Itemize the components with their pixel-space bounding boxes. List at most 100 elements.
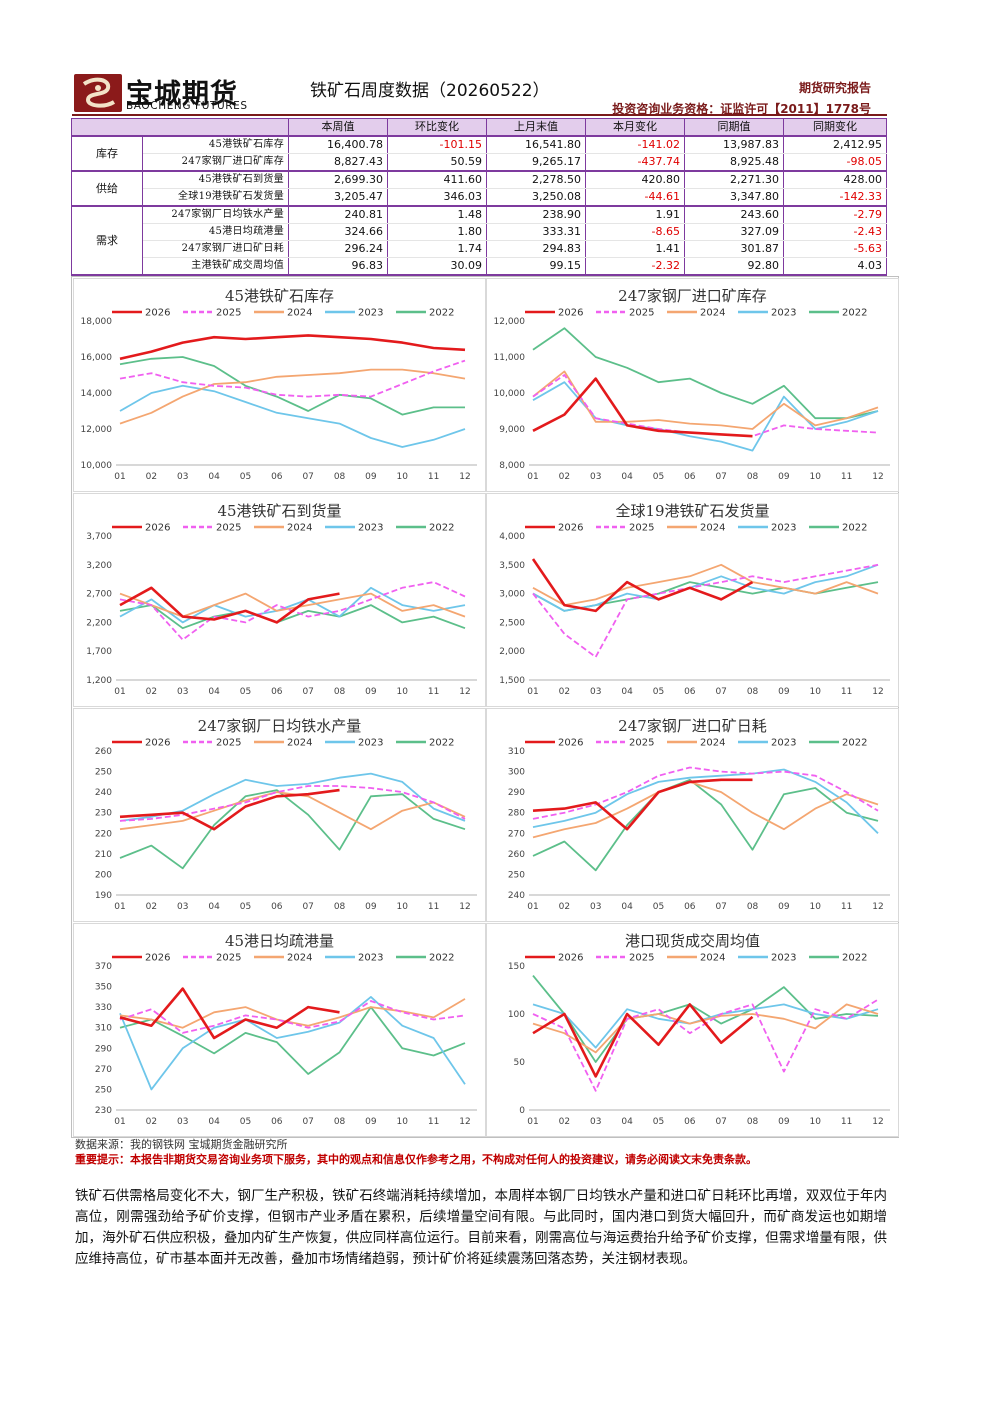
y-tick-label: 310 <box>508 747 525 757</box>
table-row-label: 全球19港铁矿石发货量 <box>142 188 289 207</box>
x-tick-label: 10 <box>810 1117 822 1127</box>
y-tick-label: 310 <box>95 1024 112 1034</box>
x-tick-label: 04 <box>208 902 220 912</box>
y-tick-label: 3,500 <box>499 561 525 571</box>
table-row: 库存 45港铁矿石库存 16,400.78 -101.15 16,541.80 -141.… <box>71 135 887 172</box>
series-line-2023 <box>532 768 879 834</box>
chart-title: 45港日均疏港量 <box>224 932 335 950</box>
table-header-cell: 同期变化 <box>783 118 887 137</box>
table-row-label: 247家钢厂日均铁水产量 <box>142 205 289 224</box>
chart-title: 247家钢厂日均铁水产量 <box>197 717 362 735</box>
table-group-label: 库存 <box>71 135 143 172</box>
table-cell: 1.41 <box>585 240 685 258</box>
legend-label: 2026 <box>145 308 170 319</box>
series-line-2024 <box>119 791 466 831</box>
series-line-2023 <box>532 563 879 612</box>
table-cell: 411.60 <box>387 170 487 189</box>
table-cell: 1.74 <box>387 240 487 258</box>
y-tick-label: 50 <box>514 1058 526 1068</box>
x-tick-label: 03 <box>177 1117 188 1127</box>
table-cell: 30.09 <box>387 257 487 276</box>
x-tick-label: 04 <box>621 1117 633 1127</box>
chart-plot: 1,200 1,700 2,200 2,700 3,200 3,700 01 02 03 04 05… <box>86 523 477 697</box>
x-tick-label: 02 <box>559 687 570 697</box>
legend-label: 2023 <box>358 953 383 964</box>
series-line-2023 <box>532 1003 879 1049</box>
legend-label: 2026 <box>145 738 170 749</box>
x-tick-label: 08 <box>747 902 759 912</box>
x-tick-label: 07 <box>715 472 726 482</box>
x-tick-label: 12 <box>459 687 470 697</box>
y-tick-label: 100 <box>508 1010 525 1020</box>
x-tick-label: 11 <box>841 1117 852 1127</box>
x-tick-label: 06 <box>684 472 696 482</box>
x-tick-label: 10 <box>397 472 409 482</box>
x-tick-label: 07 <box>715 1117 726 1127</box>
table-cell: 4.03 <box>783 257 887 276</box>
chart-plot: 230 250 270 290 310 330 350 370 01 02 03 04 05 06 07 08… <box>95 953 477 1127</box>
chart-panel: 45港日均疏港量 230 250 270 290 310 330 350 370 01 02 03 04… <box>73 923 486 1137</box>
table-cell: 2,278.50 <box>486 170 586 189</box>
table-cell: -2.43 <box>783 223 887 241</box>
legend-label: 2024 <box>287 738 312 749</box>
x-tick-label: 04 <box>208 687 220 697</box>
x-tick-label: 06 <box>684 1117 696 1127</box>
x-tick-label: 01 <box>527 472 538 482</box>
x-tick-label: 08 <box>747 1117 759 1127</box>
legend-label: 2022 <box>429 308 454 319</box>
x-tick-label: 02 <box>559 902 570 912</box>
legend-label: 2026 <box>558 523 583 534</box>
y-tick-label: 350 <box>95 983 112 993</box>
logo-text-cn: 宝城期货 <box>126 79 238 110</box>
legend-label: 2026 <box>558 308 583 319</box>
table-cell: 3,205.47 <box>288 188 388 207</box>
chart-panel: 全球19港铁矿石发货量 1,500 2,000 2,500 3,000 3,500 4,00… <box>486 493 899 707</box>
y-tick-label: 9,000 <box>499 425 525 435</box>
x-tick-label: 02 <box>559 1117 570 1127</box>
x-tick-label: 04 <box>208 472 220 482</box>
y-tick-label: 260 <box>95 747 112 757</box>
table-cell: 8,925.48 <box>684 153 784 172</box>
series-line-2024 <box>119 998 466 1029</box>
table-header-cell: 本周值 <box>288 118 388 137</box>
x-tick-label: 07 <box>302 687 313 697</box>
legend-label: 2025 <box>216 953 241 964</box>
table-cell: 2,271.30 <box>684 170 784 189</box>
table-cell: 238.90 <box>486 205 586 224</box>
y-tick-label: 230 <box>95 1106 112 1116</box>
table-header-cell <box>71 118 289 137</box>
x-tick-label: 06 <box>271 687 283 697</box>
series-line-2026 <box>532 1003 754 1078</box>
series-line-2022 <box>119 604 466 630</box>
commentary-paragraph: 铁矿石供需格局变化不大，钢厂生产积极，铁矿石终端消耗持续增加，本周样本钢厂日均铁… <box>75 1188 887 1267</box>
x-tick-label: 10 <box>810 472 822 482</box>
x-tick-label: 01 <box>114 1117 125 1127</box>
important-notice: 重要提示：本报告非期货交易咨询业务项下服务，其中的观点和信息仅作参考之用，不构成… <box>75 1153 757 1166</box>
legend-label: 2025 <box>629 308 654 319</box>
y-tick-label: 250 <box>95 768 112 778</box>
legend-label: 2024 <box>287 953 312 964</box>
y-tick-label: 12,000 <box>494 317 526 327</box>
x-tick-label: 01 <box>114 687 125 697</box>
x-tick-label: 11 <box>841 902 852 912</box>
y-tick-label: 240 <box>508 891 525 901</box>
series-line-2025 <box>119 1000 466 1034</box>
table-row: 供给 45港铁矿石到货量 2,699.30 411.60 2,278.50 420.80 2… <box>71 170 887 207</box>
legend-label: 2024 <box>700 953 725 964</box>
legend-label: 2026 <box>145 523 170 534</box>
y-tick-label: 3,200 <box>86 561 112 571</box>
x-tick-label: 03 <box>590 687 601 697</box>
legend-label: 2024 <box>287 523 312 534</box>
table-cell: 1.48 <box>387 205 487 224</box>
chart-panel: 45港铁矿石到货量 1,200 1,700 2,200 2,700 3,200 3,700 0… <box>73 493 486 707</box>
y-tick-label: 2,200 <box>86 618 112 628</box>
y-tick-label: 150 <box>508 962 525 972</box>
x-tick-label: 07 <box>302 472 313 482</box>
y-tick-label: 240 <box>95 788 112 798</box>
chart-title: 全球19港铁矿石发货量 <box>615 502 770 520</box>
y-tick-label: 250 <box>508 870 525 880</box>
y-tick-label: 260 <box>508 850 525 860</box>
y-tick-label: 10,000 <box>494 389 526 399</box>
chart-panel: 港口现货成交周均值 0 50 100 150 01 02 03 04 05 06 07 08 09 10 11… <box>486 923 899 1137</box>
table-cell: 333.31 <box>486 223 586 241</box>
